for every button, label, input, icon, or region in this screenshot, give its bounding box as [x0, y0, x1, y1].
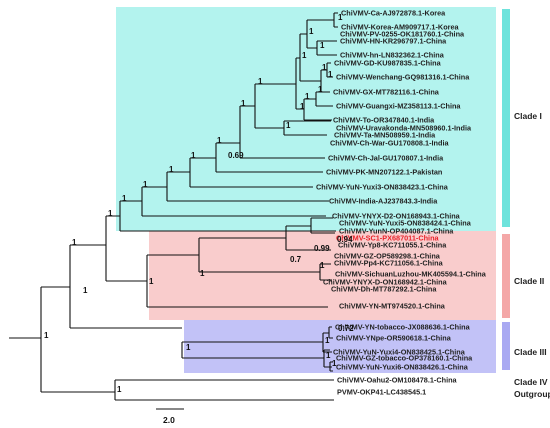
support-value: 1 [241, 99, 246, 108]
taxon-label: ChiVMV-YunN-OP404087.1-China [339, 227, 454, 236]
taxon-label: ChiVMV-Korea-AM909717.1-Korea [341, 23, 460, 32]
taxon-label: ChiVMV-Guangxi-MZ358113.1-China [336, 102, 461, 111]
clade-label-i: Clade I [514, 111, 542, 121]
support-value: 1 [300, 102, 305, 111]
support-value: 1 [122, 194, 127, 203]
support-value: 1 [108, 209, 113, 218]
scale-bar-label: 2.0 [163, 415, 175, 425]
taxon-label: ChiVMV-Ca-AJ972878.1-Korea [341, 9, 446, 18]
taxon-label: ChiVMV-PV-0255-OK181760.1-China [340, 30, 465, 39]
support-value: 1 [318, 85, 323, 94]
taxon-label: ChiVMV-YN-MT974520.1-China [339, 302, 446, 311]
support-value: 1 [320, 41, 325, 50]
tree-branches [9, 12, 338, 401]
taxon-label: ChiVMV-Ta-MN508959.1-India [334, 131, 436, 140]
support-value: 0.72 [338, 324, 354, 333]
support-value: 1 [149, 277, 154, 286]
taxon-label: ChiVMV-Pp4-KC711056.1-China [334, 259, 444, 268]
support-value: 1 [326, 351, 331, 360]
taxon-label: ChiVMV-YuN-Yuxi4-ON838425.1-China [333, 348, 466, 357]
support-value: 1 [328, 70, 333, 79]
taxon-label: ChiVMV-hn-LN832362.1-China [340, 51, 445, 60]
support-value: 1 [332, 359, 337, 368]
support-value: 1 [322, 63, 327, 72]
taxa-labels: ChiVMV-Ca-AJ972878.1-Korea ChiVMV-Korea-A… [316, 9, 487, 397]
taxon-label: ChiVMV-YuN-Yuxi6-ON838426.1-China [336, 363, 469, 372]
taxon-label: ChiVMV-Uravakonda-MN508960.1-India [336, 124, 472, 133]
clade-label-ii: Clade II [514, 276, 544, 286]
clade-iii-box [184, 320, 496, 373]
support-value: 1 [200, 269, 205, 278]
support-value: 0.99 [314, 244, 330, 253]
taxon-label: ChiVMV-Yp8-KC711055.1-China [338, 241, 447, 250]
taxon-label: ChiVMV-YN-tobacco-JX088636.1-China [335, 323, 471, 332]
taxon-label: ChiVMV-YNYX-D2-ON168943.1-China [332, 212, 461, 221]
taxon-label: ChiVMV-Ch-Jal-GU170807.1-India [328, 154, 444, 163]
taxon-label: ChiVMV-Dh-MT787292.1-China [331, 285, 437, 294]
support-value: 1 [169, 165, 174, 174]
taxon-label: ChiVMV-SichuanLuzhou-MK405594.1-China [335, 270, 487, 279]
clade-iii-bar [502, 322, 510, 370]
taxon-label: ChiVMV-To-OR347840.1-India [333, 116, 435, 125]
support-value: 1 [217, 136, 222, 145]
taxon-label: ChiVMV-YNYX-D-ON168942.1-China [323, 278, 448, 287]
support-value: 1 [320, 261, 325, 270]
support-value: 1 [44, 331, 49, 340]
support-value: 0.7 [290, 255, 302, 264]
support-value: 1 [305, 92, 310, 101]
support-value: 1 [83, 286, 88, 295]
taxon-label-highlighted: ChiVMV-SC1-PX687011-China [336, 234, 440, 243]
taxon-label: ChiVMV-GZ-tobacco-OP378160.1-China [336, 354, 473, 363]
clade-label-iv: Clade IV [514, 377, 548, 387]
taxon-label: ChiVMV-YNpe-OR590618.1-China [336, 334, 452, 343]
support-value: 1 [143, 180, 148, 189]
support-value: 1 [302, 51, 307, 60]
taxon-label: ChiVMV-GD-KU987835.1-China [334, 59, 442, 68]
taxon-label: ChiVMV-GX-MT782116.1-China [333, 88, 440, 97]
support-value: 1 [338, 13, 343, 22]
support-value: 1 [72, 238, 77, 247]
taxon-label: ChiVMV-Oahu2-OM108478.1-China [337, 376, 458, 385]
taxon-label: ChiVMV-YuN-Yuxi5-ON838424.1-China [339, 219, 472, 228]
clade-ii-box [149, 231, 496, 320]
support-value: 0.69 [228, 151, 244, 160]
clade-i-bar [502, 9, 510, 227]
clade-ii-bar [502, 234, 510, 318]
support-value: 1 [286, 121, 291, 130]
clade-label-iii: Clade III [514, 347, 547, 357]
clade-label-outgroup: Outgroup [514, 389, 550, 399]
taxon-label: ChiVMV-GZ-OP589298.1-China [334, 252, 441, 261]
taxon-label: ChiVMV-Ch-War-GU170808.1-India [330, 139, 449, 148]
support-value: 1 [191, 151, 196, 160]
support-value: 1 [309, 27, 314, 36]
taxon-label: ChiVMV-HN-KR296797.1-China [340, 37, 447, 46]
support-value: 1 [325, 336, 330, 345]
taxon-label: ChiVMV-YuN-Yuxi3-ON838423.1-China [316, 183, 449, 192]
support-value: 1 [117, 385, 122, 394]
taxon-label: ChiVMV-PK-MN207122.1-Pakistan [326, 168, 442, 177]
taxon-label: ChiVMV-Wenchang-GQ981316.1-China [336, 73, 470, 82]
taxon-label: PVMV-OKP41-LC438545.1 [337, 388, 426, 397]
taxon-label: ChiVMV-India-AJ237843.3-India [329, 197, 438, 206]
support-value: 1 [186, 343, 191, 352]
clade-i-box [116, 7, 496, 231]
support-value: 1 [258, 77, 263, 86]
support-value: 0.94 [337, 235, 353, 244]
